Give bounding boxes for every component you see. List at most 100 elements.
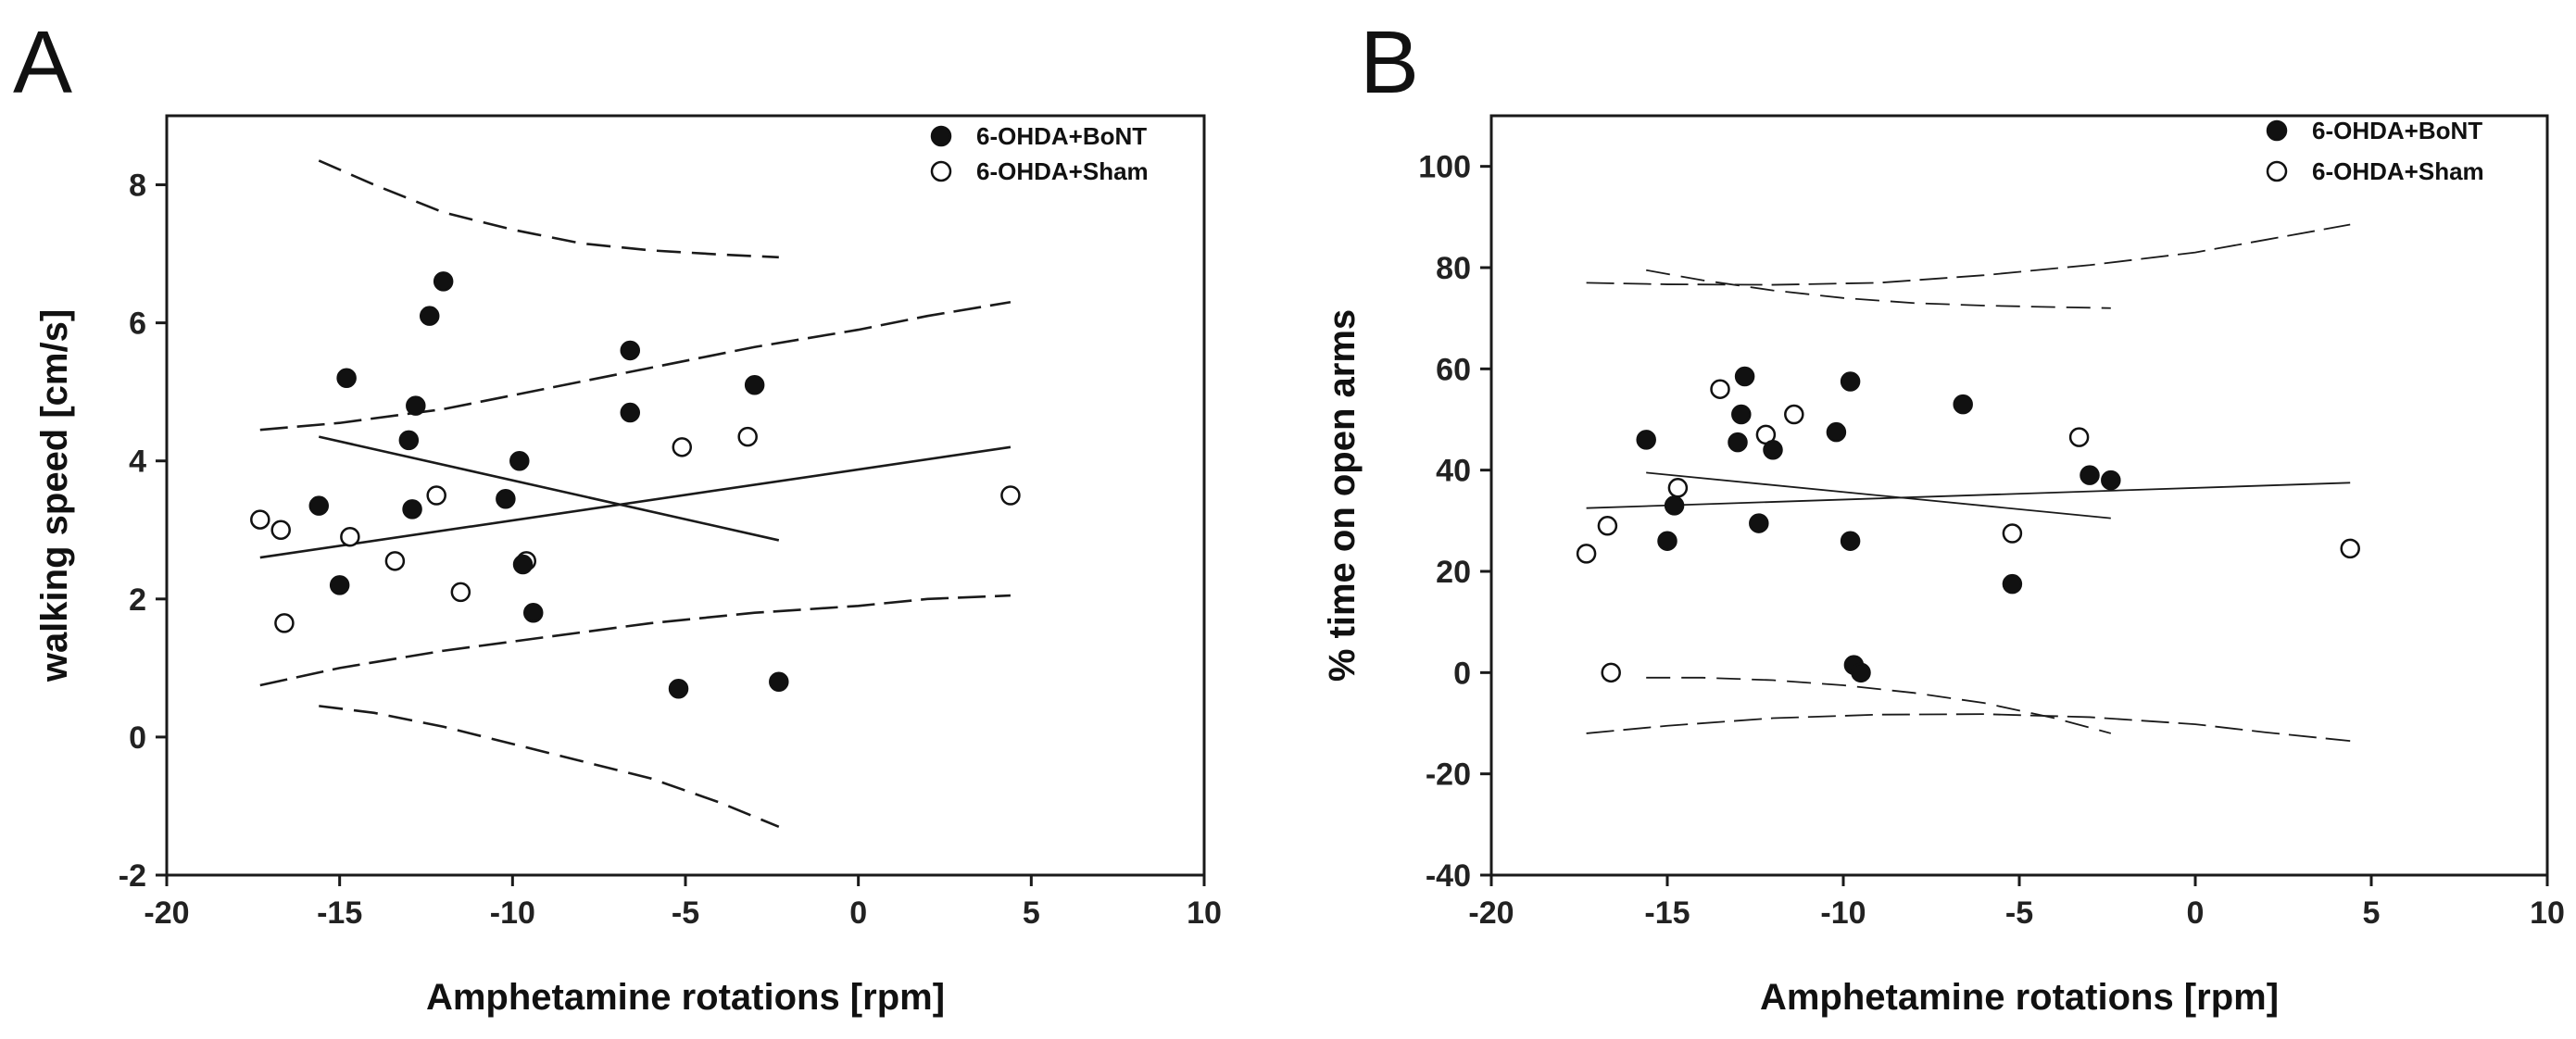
panel-a-x-axis: -20 -15 -10 -5 0 5 10	[144, 875, 1222, 931]
panel-b-bont-point	[1840, 531, 1861, 551]
panel-b-x-tick-label: 5	[2363, 895, 2381, 931]
panel-a-sham-point	[274, 613, 295, 633]
panel-a-sham-point	[340, 526, 360, 547]
panel-a-sham-ci-upper-band	[259, 300, 1012, 432]
panel-a-bont-point	[744, 374, 765, 395]
panel-a-bont-point	[496, 488, 516, 509]
panel-a-y-axis: -2 0 2 4 6 8	[119, 169, 167, 894]
panel-a-legend-sham-marker	[930, 160, 952, 182]
panel-b-y-tick-label: 40	[1436, 454, 1471, 489]
panel-b-bont-point	[1953, 394, 1973, 415]
panel-b-sham-point	[1601, 662, 1621, 683]
panel-b-legend-bont-label: 6-OHDA+BoNT	[2312, 117, 2482, 144]
panel-a-bont-point	[769, 671, 789, 693]
panel-b-bont-point	[1749, 513, 1769, 533]
panel-a-legend-bont-label: 6-OHDA+BoNT	[976, 122, 1147, 150]
panel-b-x-tick-label: 10	[2530, 895, 2565, 931]
panel-a-bont-point	[419, 306, 440, 326]
panel-b-bont-point	[1636, 430, 1656, 450]
panel-b-y-tick-label: -20	[1426, 757, 1471, 793]
panel-a-bont-point	[668, 678, 689, 699]
panel-b-bont-point	[1840, 371, 1861, 392]
panel-b-sham-point	[2068, 427, 2090, 447]
panel-b-y-tick-label: 20	[1436, 555, 1471, 590]
panel-b-bont-point	[1763, 440, 1783, 460]
panel-b-bont-point	[1734, 366, 1755, 387]
panel-a-x-tick-label: 0	[849, 895, 867, 931]
panel-b-y-tick-label: 0	[1453, 656, 1471, 691]
panel-a-y-tick-label: 2	[129, 582, 146, 618]
panel-a-sham-point	[384, 551, 406, 571]
panel-b-data-points	[1576, 366, 2360, 683]
panel-a-sham-point	[737, 426, 758, 447]
panel-a-confidence-bands	[259, 159, 1012, 829]
panel-b-x-axis-title: Amphetamine rotations [rpm]	[1760, 977, 2279, 1018]
panel-b-bont-point	[2002, 573, 2023, 595]
panel-a-bont-point	[522, 602, 544, 623]
panel-b-y-axis: -40 -20 0 20 40 60 80 100	[1418, 150, 1491, 894]
panel-b-x-axis: -20 -15 -10 -5 0 5 10	[1468, 875, 2565, 931]
panel-b-bont-point	[2101, 469, 2121, 491]
panel-a-bont-ci-lower-band	[319, 705, 780, 829]
panel-a-sham-regression-line	[259, 445, 1012, 559]
panel-b-sham-ci-lower-band	[1586, 713, 2351, 743]
panel-a-legend-bont-marker	[930, 125, 952, 147]
panel-a-bont-point	[406, 395, 426, 416]
panel-a-y-tick-label: 0	[129, 720, 146, 756]
panel-b-legend-bont-marker	[2266, 119, 2288, 142]
panel-b-bont-regression-line	[1646, 471, 2111, 520]
panel-b-bont-point	[2080, 465, 2100, 485]
panel-b-y-tick-label: -40	[1426, 858, 1471, 894]
panel-a-x-tick-label: -15	[317, 895, 362, 931]
panel-b-confidence-bands	[1586, 223, 2351, 743]
panel-a-legend-sham-label: 6-OHDA+Sham	[976, 157, 1149, 185]
panel-b-sham-point	[1597, 516, 1618, 536]
panel-b-regression-lines	[1586, 471, 2351, 520]
panel-a-label: A	[13, 13, 72, 112]
panel-a-x-tick-label: -20	[144, 895, 189, 931]
panel-b-bont-point	[1826, 421, 1847, 443]
panel-b-label: B	[1360, 13, 1419, 112]
panel-b-x-tick-label: -20	[1468, 895, 1514, 931]
panel-a-x-axis-title: Amphetamine rotations [rpm]	[426, 977, 945, 1018]
panel-a-sham-point	[1000, 485, 1021, 506]
panel-b-plot-frame	[1489, 114, 2549, 877]
panel-b-bont-point	[1851, 662, 1871, 683]
panel-a-bont-point	[398, 430, 420, 451]
panel-a-bont-point	[402, 499, 422, 520]
panel-a-bont-ci-upper-band	[318, 159, 779, 259]
panel-a-bont-point	[433, 271, 454, 292]
panel-a-x-tick-label: 10	[1187, 895, 1222, 931]
panel-b-x-tick-label: -15	[1644, 895, 1690, 931]
panel-a-data-points	[250, 271, 1021, 699]
panel-b-y-tick-label: 100	[1418, 150, 1471, 185]
panel-a-y-tick-label: 6	[129, 307, 146, 342]
panel-a-x-tick-label: -5	[672, 895, 699, 931]
panel-b-sham-ci-upper-band	[1586, 223, 2351, 286]
panel-a-y-tick-label: 4	[129, 444, 146, 480]
panel-b-bont-point	[1657, 531, 1678, 551]
panel-a-sham-point	[426, 485, 446, 506]
panel-a-legend: 6-OHDA+BoNT 6-OHDA+Sham	[930, 122, 1149, 185]
panel-b-bont-point	[1728, 432, 1748, 453]
panel-a-y-tick-label: -2	[119, 858, 146, 894]
panel-b-bont-ci-upper-band	[1646, 269, 2111, 309]
panel-b-legend-sham-label: 6-OHDA+Sham	[2312, 157, 2484, 185]
panel-b-y-axis-title: % time on open arms	[1322, 309, 1363, 682]
panel-a-bont-point	[512, 554, 534, 575]
panel-a-sham-point	[270, 520, 291, 541]
panel-b-sham-point	[2340, 538, 2360, 559]
panel-a-sham-point	[250, 509, 270, 530]
panel-b-sham-point	[1710, 379, 1730, 399]
panel-a-x-tick-label: 5	[1023, 895, 1040, 931]
panel-b-legend-sham-marker	[2266, 160, 2288, 182]
panel-b-x-tick-label: 0	[2187, 895, 2205, 931]
panel-a-sham-ci-lower-band	[259, 594, 1011, 687]
panel-a-bont-point	[329, 575, 350, 595]
panel-a-bont-point	[336, 368, 357, 389]
panel-b-sham-point	[2002, 523, 2023, 544]
panel-a-y-axis-title: walking speed [cm/s]	[34, 309, 75, 682]
